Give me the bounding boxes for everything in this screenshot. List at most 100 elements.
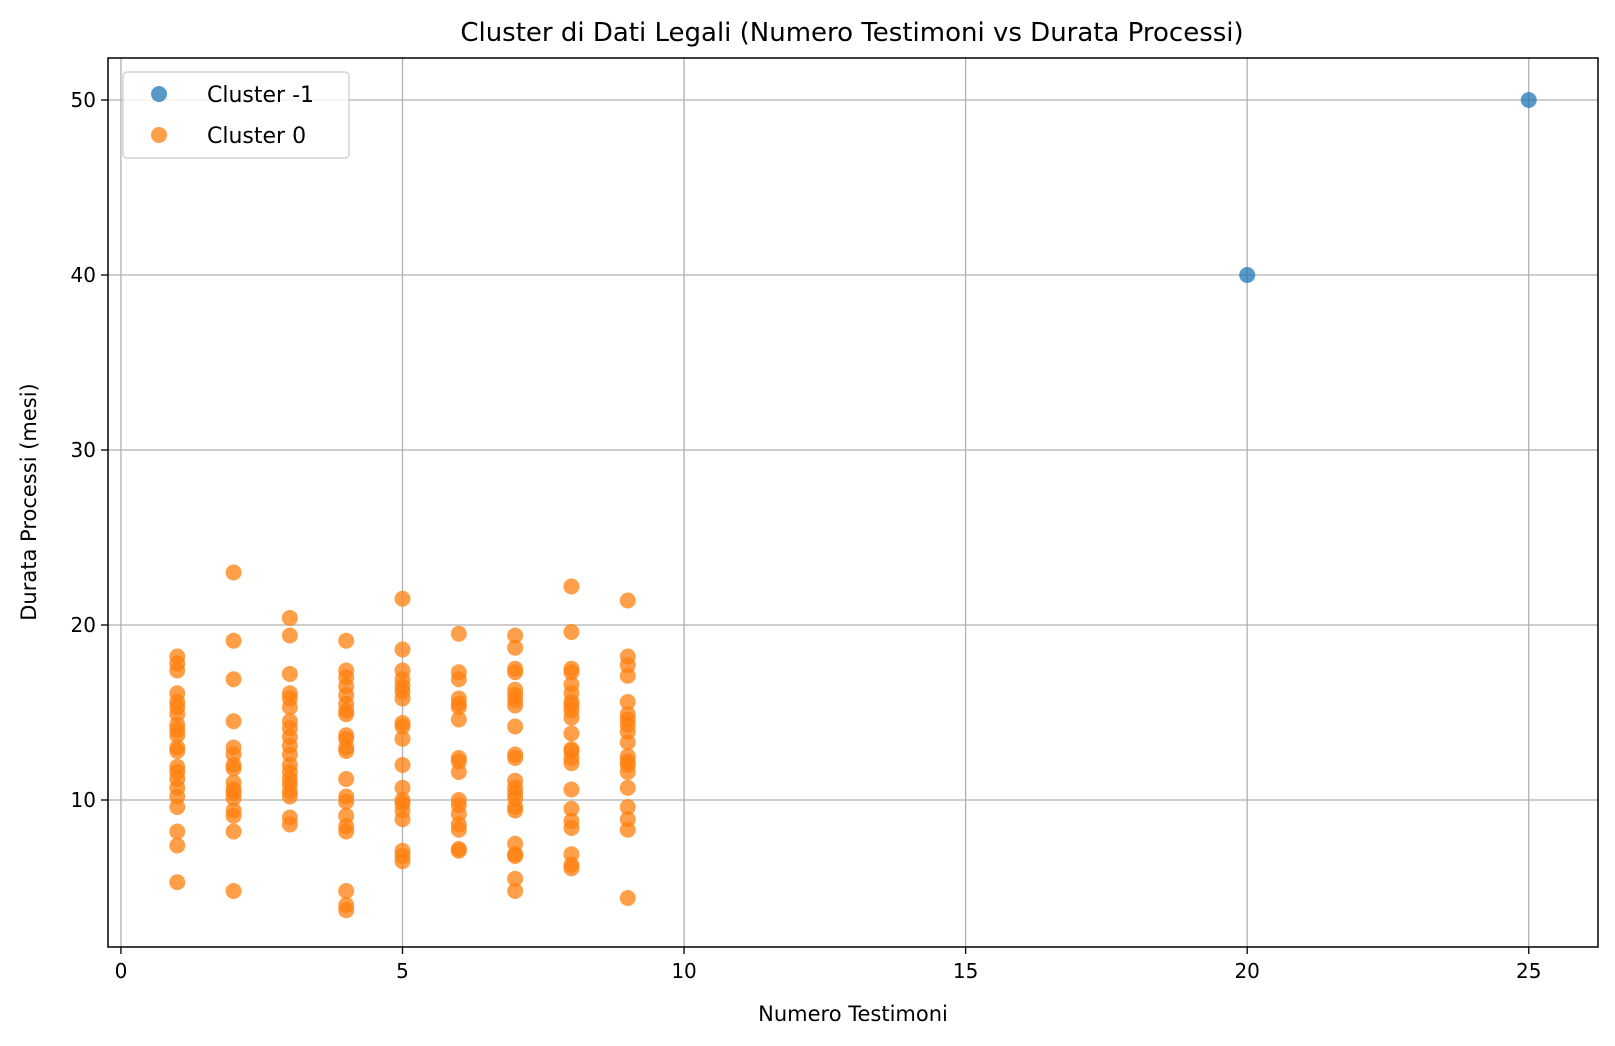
point-cluster-0 [450, 671, 467, 688]
point-cluster-0 [619, 667, 636, 684]
point-cluster-0 [281, 816, 298, 833]
point-cluster-0 [338, 771, 355, 787]
point-cluster-0 [563, 709, 580, 726]
point-cluster-0 [507, 718, 524, 735]
point-cluster-0 [225, 632, 242, 649]
point-cluster-0 [169, 823, 186, 840]
legend-label-cluster-0: Cluster 0 [207, 124, 306, 149]
point-cluster-0 [281, 627, 298, 644]
data-points [169, 92, 1537, 919]
point-cluster-0 [281, 666, 298, 682]
point-cluster-0 [394, 811, 411, 828]
point-cluster-0 [281, 699, 298, 716]
point-cluster-0 [338, 632, 355, 649]
point-cluster-minus-1 [1239, 267, 1256, 283]
x-tick-label: 15 [953, 959, 978, 983]
point-cluster-0 [394, 690, 411, 707]
x-tick-label: 10 [671, 959, 696, 983]
point-cluster-0 [450, 711, 467, 728]
point-cluster-0 [338, 883, 355, 899]
point-cluster-0 [507, 870, 524, 887]
point-cluster-0 [338, 793, 355, 810]
legend: Cluster -1 Cluster 0 [122, 71, 350, 159]
y-tick-label: 40 [71, 263, 96, 287]
y-tick-label: 50 [71, 88, 96, 112]
x-tick-label: 20 [1234, 959, 1259, 983]
y-axis-label: Durata Processi (mesi) [17, 383, 41, 620]
axis-ticks: 0 5 10 15 20 25 10 20 30 40 50 [71, 88, 1542, 983]
x-tick-label: 5 [396, 959, 409, 983]
point-cluster-0 [225, 790, 242, 807]
point-cluster-0 [394, 730, 411, 747]
point-cluster-0 [619, 890, 636, 906]
point-cluster-0 [394, 590, 411, 607]
point-cluster-0 [563, 800, 580, 817]
point-cluster-0 [619, 694, 636, 710]
point-cluster-0 [619, 734, 636, 751]
point-cluster-0 [225, 564, 242, 581]
point-cluster-0 [619, 592, 636, 609]
point-cluster-0 [225, 883, 242, 899]
point-cluster-0 [450, 699, 467, 716]
point-cluster-0 [507, 750, 524, 766]
point-cluster-0 [507, 848, 524, 864]
point-cluster-0 [281, 610, 298, 626]
point-cluster-0 [619, 764, 636, 780]
point-cluster-0 [563, 781, 580, 798]
point-cluster-0 [563, 755, 580, 772]
point-cluster-0 [394, 757, 411, 773]
point-cluster-0 [394, 779, 411, 796]
point-cluster-0 [619, 779, 636, 796]
point-cluster-0 [169, 874, 186, 891]
point-cluster-0 [169, 743, 186, 759]
y-tick-label: 30 [71, 438, 96, 462]
point-cluster-0 [169, 837, 186, 854]
chart-title: Cluster di Dati Legali (Numero Testimoni… [460, 18, 1243, 48]
point-cluster-0 [338, 706, 355, 723]
legend-box [122, 71, 350, 159]
point-cluster-0 [450, 764, 467, 780]
point-cluster-0 [338, 823, 355, 840]
point-cluster-0 [281, 788, 298, 805]
point-cluster-0 [563, 624, 580, 640]
point-cluster-0 [563, 725, 580, 742]
point-cluster-0 [507, 883, 524, 899]
point-cluster-0 [507, 697, 524, 714]
point-cluster-0 [619, 799, 636, 815]
point-cluster-0 [169, 799, 186, 815]
point-cluster-0 [563, 820, 580, 836]
point-cluster-0 [619, 821, 636, 838]
y-tick-label: 20 [71, 613, 96, 637]
point-cluster-0 [225, 671, 242, 688]
legend-marker-cluster-0 [151, 127, 167, 143]
point-cluster-0 [507, 639, 524, 656]
x-tick-label: 0 [115, 959, 128, 983]
x-axis-label: Numero Testimoni [758, 1002, 948, 1026]
point-cluster-0 [394, 641, 411, 658]
legend-label-cluster-minus-1: Cluster -1 [207, 83, 314, 108]
point-cluster-minus-1 [1520, 92, 1537, 108]
point-cluster-0 [394, 718, 411, 735]
point-cluster-0 [225, 807, 242, 824]
point-cluster-0 [450, 625, 467, 642]
point-cluster-0 [338, 902, 355, 919]
point-cluster-0 [507, 802, 524, 819]
plot-frame [107, 57, 1599, 948]
point-cluster-0 [450, 821, 467, 838]
legend-marker-cluster-minus-1 [151, 86, 167, 102]
point-cluster-0 [225, 713, 242, 730]
point-cluster-0 [225, 760, 242, 777]
point-cluster-0 [169, 727, 186, 744]
point-cluster-0 [225, 823, 242, 840]
point-cluster-0 [563, 664, 580, 681]
point-cluster-0 [507, 627, 524, 644]
point-cluster-0 [507, 664, 524, 681]
point-cluster-0 [169, 662, 186, 679]
x-tick-label: 25 [1516, 959, 1541, 983]
point-cluster-0 [563, 860, 580, 877]
grid-lines [108, 58, 1598, 947]
point-cluster-0 [394, 853, 411, 870]
point-cluster-0 [450, 842, 467, 859]
y-tick-label: 10 [71, 788, 96, 812]
